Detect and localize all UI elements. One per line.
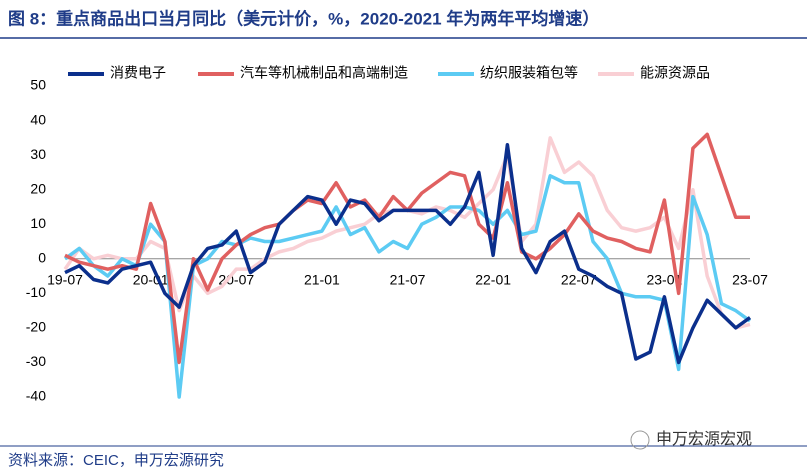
x-tick-label: 21-07 xyxy=(390,271,426,287)
x-tick-label: 19-07 xyxy=(47,271,83,287)
y-tick-label: 20 xyxy=(30,180,46,196)
y-tick-label: -20 xyxy=(26,319,46,335)
chart-title: 图 8：重点商品出口当月同比（美元计价，%，2020-2021 年为两年平均增速… xyxy=(8,8,599,28)
x-tick-label: 20-01 xyxy=(133,271,169,287)
series-line xyxy=(64,142,752,365)
x-tick-label: 23-01 xyxy=(646,271,682,287)
series-line xyxy=(63,174,752,399)
y-tick-label: -30 xyxy=(26,353,46,369)
y-tick-label: -40 xyxy=(26,388,46,404)
legend-label: 消费电子 xyxy=(110,65,166,81)
legend-label: 能源资源品 xyxy=(640,65,710,81)
y-tick-label: 0 xyxy=(38,249,46,265)
watermark: 申万宏源宏观 xyxy=(656,430,752,448)
y-tick-label: 50 xyxy=(30,77,46,93)
legend-label: 纺织服装箱包等 xyxy=(480,65,578,81)
y-tick-label: 10 xyxy=(30,215,46,231)
series-line xyxy=(63,136,751,330)
watermark-icon xyxy=(630,430,650,450)
x-tick-label: 23-07 xyxy=(732,271,768,287)
y-tick-label: -10 xyxy=(26,284,46,300)
source: 资料来源：CEIC，申万宏源研究 xyxy=(8,452,224,469)
y-tick-label: 40 xyxy=(30,111,46,127)
x-tick-label: 20-07 xyxy=(218,271,254,287)
x-tick-label: 22-01 xyxy=(475,271,511,287)
legend-label: 汽车等机械制品和高端制造 xyxy=(240,65,408,81)
y-tick-label: 30 xyxy=(30,146,46,162)
x-tick-label: 21-01 xyxy=(304,271,340,287)
